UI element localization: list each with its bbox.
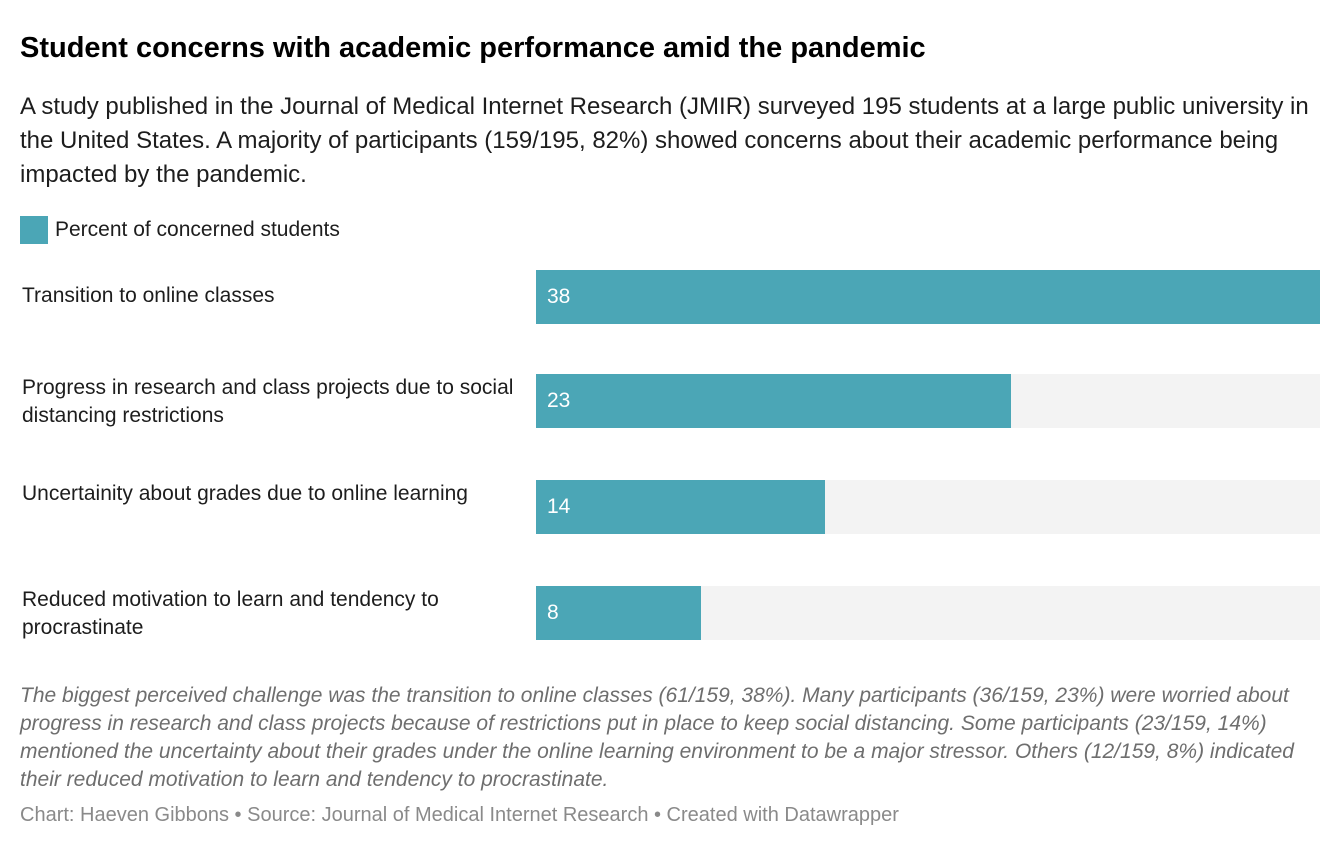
bar-reduced-motivation [536, 586, 702, 640]
chart-notes: The biggest perceived challenge was the … [20, 684, 1294, 791]
category-label-research-progress: Progress in research and class projects … [22, 376, 514, 427]
chart-subtitle: A study published in the Journal of Medi… [20, 93, 1309, 188]
chart-title: Student concerns with academic performan… [20, 32, 926, 64]
legend-swatch [20, 216, 48, 244]
bar-value-label: 8 [547, 601, 559, 624]
chart-credit: Chart: Haeven Gibbons • Source: Journal … [20, 804, 899, 826]
bar-value-label: 23 [547, 389, 571, 412]
bar-track: 38 [536, 270, 1320, 324]
legend: Percent of concerned students [20, 216, 340, 244]
bar-grade-uncertainty [536, 480, 825, 534]
bar-value-label: 14 [547, 495, 571, 518]
bar-research-progress [536, 374, 1011, 428]
category-label-reduced-motivation: Reduced motivation to learn and tendency… [22, 588, 439, 639]
category-label-grade-uncertainty: Uncertainity about grades due to online … [22, 482, 468, 505]
category-label-transition: Transition to online classes [22, 284, 275, 307]
bar-value-label: 38 [547, 285, 571, 308]
bar-track: 14 [536, 480, 1320, 534]
bar-transition-online-classes [536, 270, 1320, 324]
bar-track: 23 [536, 374, 1320, 428]
legend-label: Percent of concerned students [55, 218, 340, 241]
bar-track: 8 [536, 586, 1320, 640]
